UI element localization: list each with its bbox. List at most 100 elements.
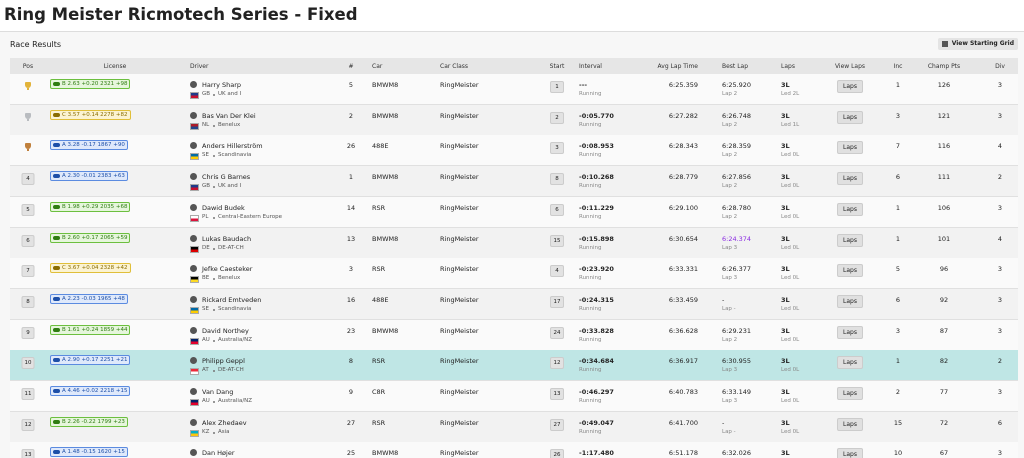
interval: -0:24.315: [579, 295, 614, 304]
column-header: #: [348, 63, 354, 70]
country-code: KZ: [202, 428, 210, 435]
start-badge: 15: [550, 234, 564, 247]
division: 3: [997, 326, 1003, 335]
champ-points: 72: [939, 418, 949, 427]
incidents: 1: [895, 234, 901, 243]
separator-dot: [213, 370, 215, 373]
view-laps-button[interactable]: Laps: [837, 141, 863, 155]
view-laps-button[interactable]: Laps: [837, 356, 863, 370]
best-lap: 6:25.920: [722, 81, 752, 89]
avg-lap: 6:27.282: [668, 111, 698, 120]
driver-name: Van Dang: [202, 388, 234, 396]
car-number: 5: [348, 81, 354, 89]
license-badge: C 3.67 +0.04 2328 +42: [50, 263, 131, 274]
champ-points: 87: [939, 326, 949, 335]
view-laps-button[interactable]: Laps: [837, 172, 863, 186]
view-grid-button[interactable]: View Starting Grid: [937, 38, 1018, 50]
car-icon: [53, 419, 60, 424]
avg-lap: 6:41.700: [668, 418, 698, 427]
view-laps-button[interactable]: Laps: [837, 264, 863, 278]
laps: 3L: [781, 203, 790, 212]
view-laps-button[interactable]: Laps: [837, 233, 863, 247]
column-header: Best Lap: [722, 63, 749, 70]
champ-points: 126: [937, 81, 951, 89]
start-badge: 8: [550, 173, 564, 186]
car-number: 25: [346, 449, 356, 458]
start-badge: 24: [550, 326, 564, 339]
best-lap-number: Lap 2: [722, 91, 738, 97]
view-laps-button[interactable]: Laps: [837, 80, 863, 93]
status: Running: [579, 183, 602, 190]
driver-name: Dawid Budek: [202, 203, 245, 212]
start-badge: 17: [550, 295, 564, 308]
car-number: 2: [348, 111, 354, 120]
best-lap: 6:32.026: [722, 449, 752, 458]
incidents: 1: [895, 357, 901, 366]
incidents: 3: [895, 326, 901, 335]
region: Scandinavia: [218, 152, 252, 159]
view-laps-button[interactable]: Laps: [837, 448, 863, 458]
region: Benelux: [218, 275, 241, 282]
position-badge: 5: [21, 203, 35, 216]
car-class: RingMeister: [440, 295, 479, 304]
driver-name: Philipp Geppl: [202, 357, 245, 366]
car: BMWM8: [372, 234, 399, 243]
view-laps-button[interactable]: Laps: [837, 325, 863, 339]
car-class: RingMeister: [440, 142, 479, 151]
car: 488E: [372, 295, 389, 304]
car-class: RingMeister: [440, 81, 479, 89]
division: 3: [997, 295, 1003, 304]
region: Australia/NZ: [218, 398, 253, 404]
driver-avatar: [190, 234, 197, 242]
country-code: PL: [202, 213, 209, 220]
license-badge: A 2.23 -0.03 1965 +48: [50, 293, 128, 304]
view-laps-button[interactable]: Laps: [837, 387, 863, 400]
column-header: Laps: [781, 63, 795, 70]
car-number: 1: [348, 173, 354, 182]
interval: -0:46.297: [579, 388, 614, 396]
avg-lap: 6:29.100: [668, 203, 698, 212]
incidents: 15: [893, 418, 903, 427]
column-header: View Laps: [834, 63, 866, 70]
best-lap: -: [722, 295, 725, 304]
car-icon: [53, 358, 60, 363]
car-icon: [53, 450, 60, 455]
laps: 3L: [781, 234, 790, 243]
license-badge: A 3.28 -0.17 1867 +90: [50, 140, 128, 151]
view-laps-button[interactable]: Laps: [837, 202, 863, 216]
table-header: Pos License Driver # Car Car Class Start Interv…: [10, 58, 1018, 74]
interval: -0:23.920: [579, 265, 614, 274]
flag: [190, 184, 199, 192]
laps: 3L: [781, 388, 790, 396]
position-badge: 13: [21, 449, 35, 458]
license-badge: A 1.48 -0.15 1620 +15: [50, 447, 128, 458]
driver-avatar: [190, 295, 197, 303]
avg-lap: 6:33.459: [668, 295, 698, 304]
result-row: 7 C 3.67 +0.04 2328 +42 Jefke Caesteker BE B…: [10, 258, 1018, 290]
start-badge: 27: [550, 418, 564, 431]
car-class: RingMeister: [440, 203, 479, 212]
driver-avatar: [190, 449, 197, 457]
country-code: SE: [202, 152, 209, 159]
best-lap-number: Lap -: [722, 305, 736, 312]
view-laps-button[interactable]: Laps: [837, 110, 863, 124]
status: Running: [579, 336, 602, 343]
driver-avatar: [190, 265, 197, 273]
driver-avatar: [190, 173, 197, 181]
car: RSR: [372, 418, 386, 427]
interval: -0:10.268: [579, 173, 614, 182]
car-icon: [53, 112, 60, 117]
region: Australia/NZ: [218, 336, 253, 343]
car: RSR: [372, 265, 386, 274]
car-class: RingMeister: [440, 265, 479, 274]
flag: [190, 122, 199, 130]
position-badge: 7: [21, 265, 35, 278]
view-laps-button[interactable]: Laps: [837, 417, 863, 431]
view-laps-button[interactable]: Laps: [837, 294, 863, 308]
interval: -1:17.480: [579, 449, 614, 458]
driver-avatar: [190, 388, 197, 395]
division: 4: [997, 234, 1003, 243]
laps: 3L: [781, 418, 790, 427]
status: Running: [579, 428, 602, 435]
status: Running: [579, 275, 602, 282]
